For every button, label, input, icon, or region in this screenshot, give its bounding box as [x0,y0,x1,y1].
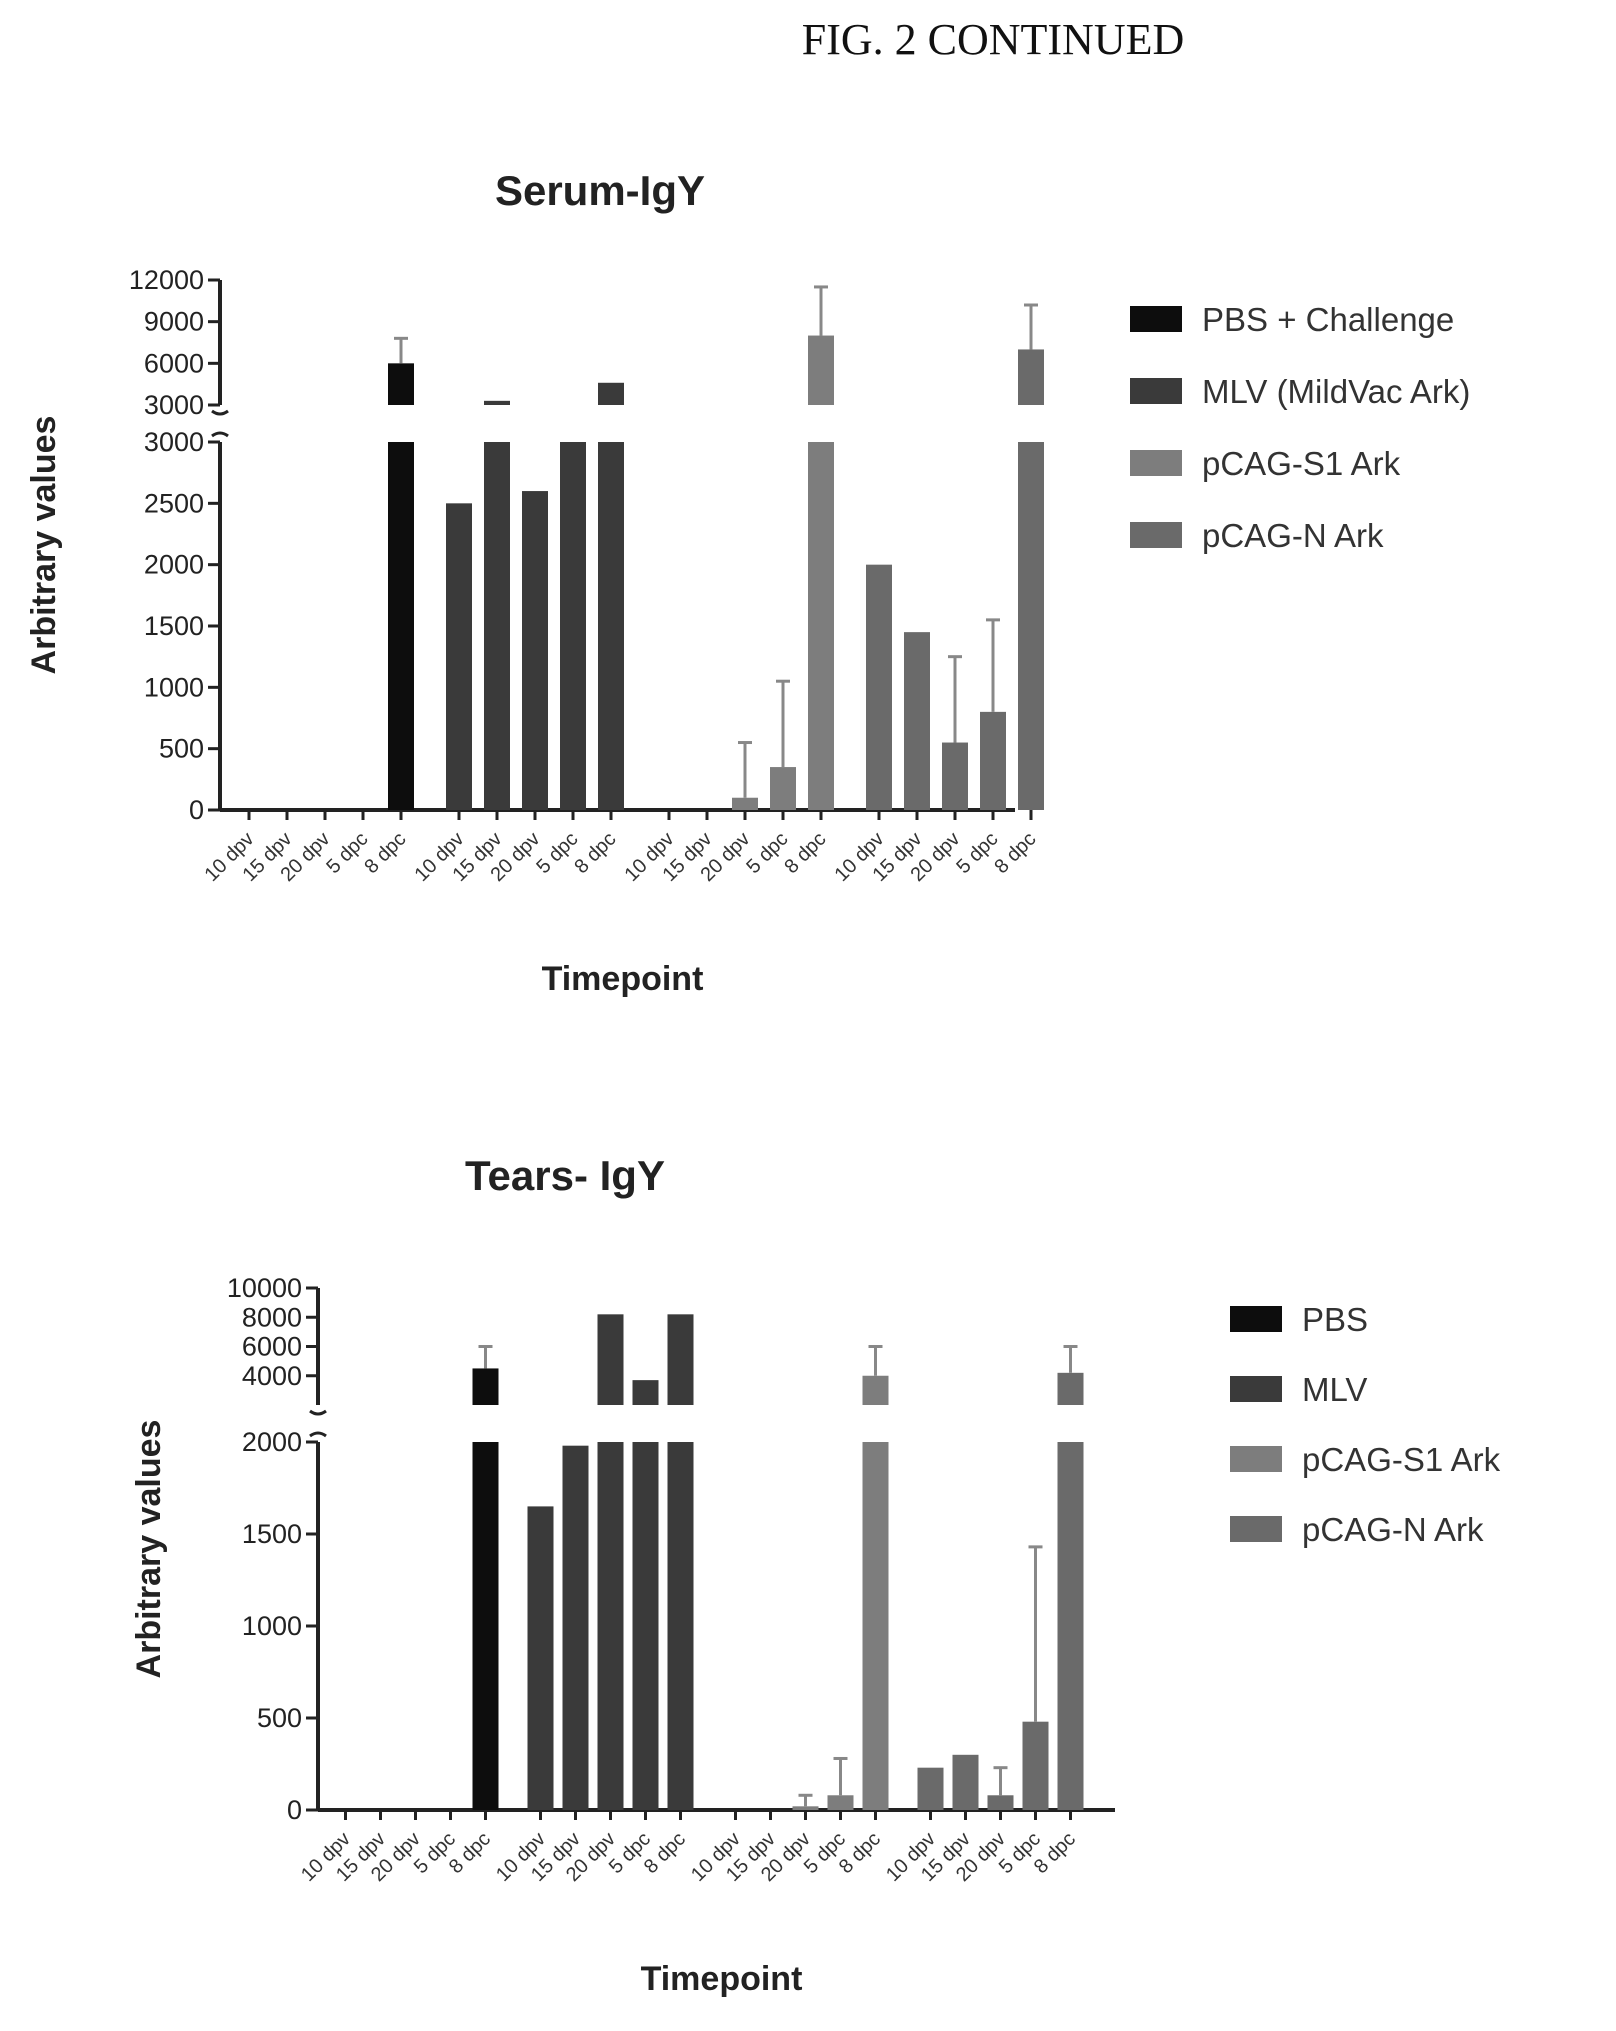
legend-swatch [1130,378,1182,404]
bar-upper-segment [472,1368,499,1405]
bar [632,1442,659,1810]
x-axis-label: Timepoint [542,960,704,998]
bar [862,1442,889,1810]
legend-swatch [1130,306,1182,332]
bar-upper-segment [598,382,624,405]
bar-upper-segment [597,1314,624,1405]
y-tick-label: 1000 [144,672,204,702]
bar [667,1442,694,1810]
x-axis-label: Timepoint [641,1960,803,1998]
bar [904,632,930,810]
bar [388,442,414,810]
bar-upper-segment [632,1380,659,1405]
y-tick-label: 0 [287,1795,302,1825]
bar [866,564,892,810]
bar [597,1442,624,1810]
legend-entry: pCAG-S1 Ark [1302,1441,1501,1478]
axis-break-mark [309,1409,327,1438]
bar [732,797,758,810]
legend-entry: pCAG-S1 Ark [1202,445,1401,482]
bar [522,491,548,810]
y-tick-label: 3000 [144,390,204,420]
y-tick-label: 6000 [144,348,204,378]
legend-entry: MLV [1302,1371,1367,1408]
bar [770,767,796,810]
bar [1057,1442,1084,1810]
x-tick-label: 5 dpc [952,828,1002,878]
x-tick-label: 8 dpc [360,828,410,878]
bar [472,1442,499,1810]
legend-entry: MLV (MildVac Ark) [1202,373,1470,410]
bar [917,1767,944,1810]
bar-upper-segment [808,335,834,405]
bar-upper-segment [1018,349,1044,405]
x-tick-label: 5 dpc [532,828,582,878]
x-tick-label: 8 dpc [445,1828,495,1878]
x-tick-label: 8 dpc [835,1828,885,1878]
y-tick-label: 4000 [242,1361,302,1391]
bar-upper-segment [667,1314,694,1405]
y-tick-label: 1500 [144,611,204,641]
bar [484,442,510,810]
axis-break-mark [211,409,229,438]
bar-upper-segment [484,400,510,405]
y-tick-label: 12000 [129,265,204,295]
bar [1022,1721,1049,1810]
y-axis-label: Arbitrary values [130,1420,168,1679]
tears-igy-chart: Tears- IgY Arbitrary values 0 500 1000 1500 20… [130,1152,1501,1998]
bar [598,442,624,810]
legend-swatch [1130,450,1182,476]
bar [527,1506,554,1810]
y-tick-label: 0 [189,795,204,825]
bar-upper-segment [862,1375,889,1405]
bar [560,442,586,810]
y-tick-label: 9000 [144,307,204,337]
x-tick-label: 8 dpc [1030,1828,1080,1878]
legend-swatch [1230,1306,1282,1332]
y-tick-label: 10000 [227,1273,302,1303]
y-tick-label: 500 [159,734,204,764]
bar [942,742,968,810]
x-tick-label: 8 dpc [780,828,830,878]
bar-upper-segment [388,363,414,405]
x-tick-label: 8 dpc [990,828,1040,878]
x-tick-label: 5 dpc [322,828,372,878]
x-tick-label: 5 dpc [742,828,792,878]
bar [980,711,1006,810]
bar [987,1795,1014,1810]
y-tick-label: 1500 [242,1519,302,1549]
y-tick-label: 2000 [144,550,204,580]
legend-entry: PBS + Challenge [1202,301,1454,338]
x-tick-label: 8 dpc [640,1828,690,1878]
legend-entry: pCAG-N Ark [1302,1511,1484,1548]
legend-swatch [1230,1516,1282,1542]
x-tick-label: 8 dpc [570,828,620,878]
y-tick-label: 500 [257,1703,302,1733]
y-axis-label: Arbitrary values [25,416,63,675]
y-tick-label: 2000 [242,1427,302,1457]
legend-swatch [1230,1446,1282,1472]
chart-title: Tears- IgY [465,1152,665,1199]
bar [562,1445,589,1810]
y-tick-label: 3000 [144,427,204,457]
y-tick-label: 2500 [144,488,204,518]
bar [792,1806,819,1810]
legend-entry: PBS [1302,1301,1368,1338]
bar [446,503,472,810]
chart-title: Serum-IgY [495,167,705,214]
legend-swatch [1230,1376,1282,1402]
bar [808,442,834,810]
bar [1018,442,1044,810]
bar-upper-segment [1057,1372,1084,1405]
bar [827,1795,854,1810]
serum-igy-chart: Serum-IgY Arbitrary values 0 500 1000 1500 200… [25,167,1470,998]
legend-swatch [1130,522,1182,548]
bar [952,1754,979,1810]
y-tick-label: 6000 [242,1332,302,1362]
figure-title: FIG. 2 CONTINUED [801,15,1185,64]
legend-entry: pCAG-N Ark [1202,517,1384,554]
y-tick-label: 8000 [242,1302,302,1332]
y-tick-label: 1000 [242,1611,302,1641]
